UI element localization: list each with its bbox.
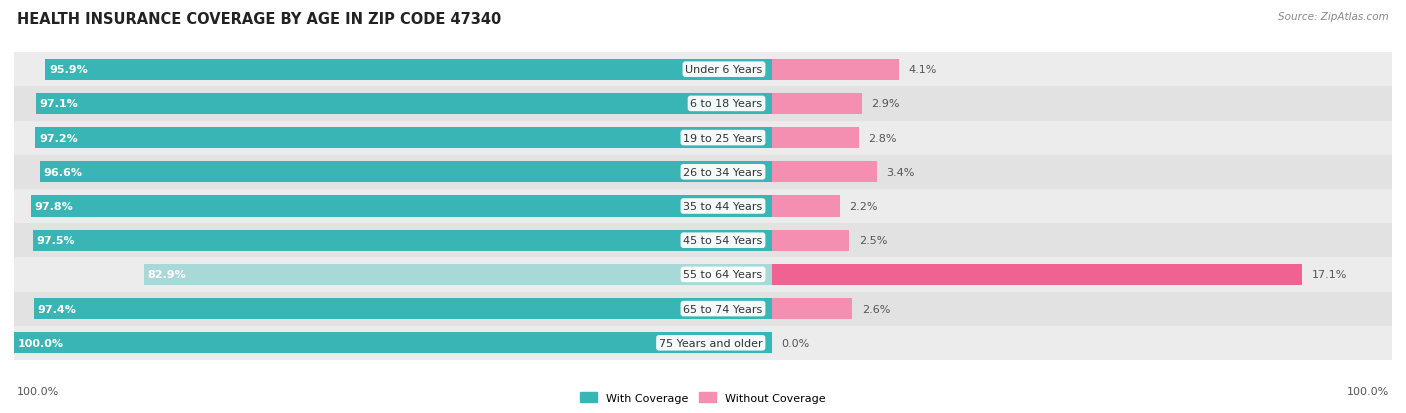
Text: Source: ZipAtlas.com: Source: ZipAtlas.com xyxy=(1278,12,1389,22)
Bar xyxy=(31,196,772,217)
Text: 97.5%: 97.5% xyxy=(37,236,76,246)
Text: 65 to 74 Years: 65 to 74 Years xyxy=(683,304,762,314)
Text: 97.4%: 97.4% xyxy=(38,304,76,314)
Bar xyxy=(756,326,1406,360)
Bar xyxy=(756,53,1406,87)
Text: 100.0%: 100.0% xyxy=(17,387,59,396)
Bar xyxy=(39,162,772,183)
Text: 6 to 18 Years: 6 to 18 Years xyxy=(690,99,762,109)
Text: 26 to 34 Years: 26 to 34 Years xyxy=(683,167,762,177)
Bar xyxy=(0,87,772,121)
Bar xyxy=(45,59,772,81)
Text: 96.6%: 96.6% xyxy=(44,167,83,177)
Text: 100.0%: 100.0% xyxy=(18,338,63,348)
Bar xyxy=(756,155,1406,190)
Text: 75 Years and older: 75 Years and older xyxy=(659,338,762,348)
Text: 0.0%: 0.0% xyxy=(782,338,810,348)
Bar xyxy=(0,155,772,190)
Text: HEALTH INSURANCE COVERAGE BY AGE IN ZIP CODE 47340: HEALTH INSURANCE COVERAGE BY AGE IN ZIP … xyxy=(17,12,501,27)
Bar xyxy=(756,223,1406,258)
Text: 4.1%: 4.1% xyxy=(908,65,936,75)
Bar xyxy=(0,223,772,258)
Text: 97.1%: 97.1% xyxy=(39,99,79,109)
Text: 2.6%: 2.6% xyxy=(862,304,890,314)
Bar xyxy=(35,128,772,149)
Bar xyxy=(772,264,1302,285)
Bar xyxy=(0,121,772,155)
Text: 19 to 25 Years: 19 to 25 Years xyxy=(683,133,762,143)
Bar xyxy=(143,264,772,285)
Text: Under 6 Years: Under 6 Years xyxy=(685,65,762,75)
Bar xyxy=(0,190,772,223)
Text: 97.2%: 97.2% xyxy=(39,133,77,143)
Text: 2.8%: 2.8% xyxy=(868,133,897,143)
Bar xyxy=(772,94,862,115)
Bar xyxy=(34,298,772,319)
Bar xyxy=(756,292,1406,326)
Bar xyxy=(32,230,772,251)
Text: 55 to 64 Years: 55 to 64 Years xyxy=(683,270,762,280)
Text: 82.9%: 82.9% xyxy=(148,270,186,280)
Text: 97.8%: 97.8% xyxy=(35,202,73,211)
Text: 95.9%: 95.9% xyxy=(49,65,87,75)
Text: 45 to 54 Years: 45 to 54 Years xyxy=(683,236,762,246)
Text: 2.9%: 2.9% xyxy=(872,99,900,109)
Bar xyxy=(756,121,1406,155)
Bar xyxy=(772,59,898,81)
Legend: With Coverage, Without Coverage: With Coverage, Without Coverage xyxy=(576,388,830,408)
Text: 17.1%: 17.1% xyxy=(1312,270,1347,280)
Bar xyxy=(756,87,1406,121)
Bar xyxy=(772,162,877,183)
Bar xyxy=(0,258,772,292)
Text: 2.2%: 2.2% xyxy=(849,202,877,211)
Bar xyxy=(0,326,772,360)
Bar xyxy=(756,258,1406,292)
Text: 3.4%: 3.4% xyxy=(887,167,915,177)
Bar xyxy=(772,298,852,319)
Bar xyxy=(0,53,772,87)
Bar xyxy=(14,332,772,354)
Bar xyxy=(772,196,841,217)
Bar xyxy=(756,190,1406,223)
Bar xyxy=(772,230,849,251)
Text: 2.5%: 2.5% xyxy=(859,236,887,246)
Bar xyxy=(37,94,772,115)
Bar xyxy=(772,128,859,149)
Text: 35 to 44 Years: 35 to 44 Years xyxy=(683,202,762,211)
Bar xyxy=(0,292,772,326)
Text: 100.0%: 100.0% xyxy=(1347,387,1389,396)
